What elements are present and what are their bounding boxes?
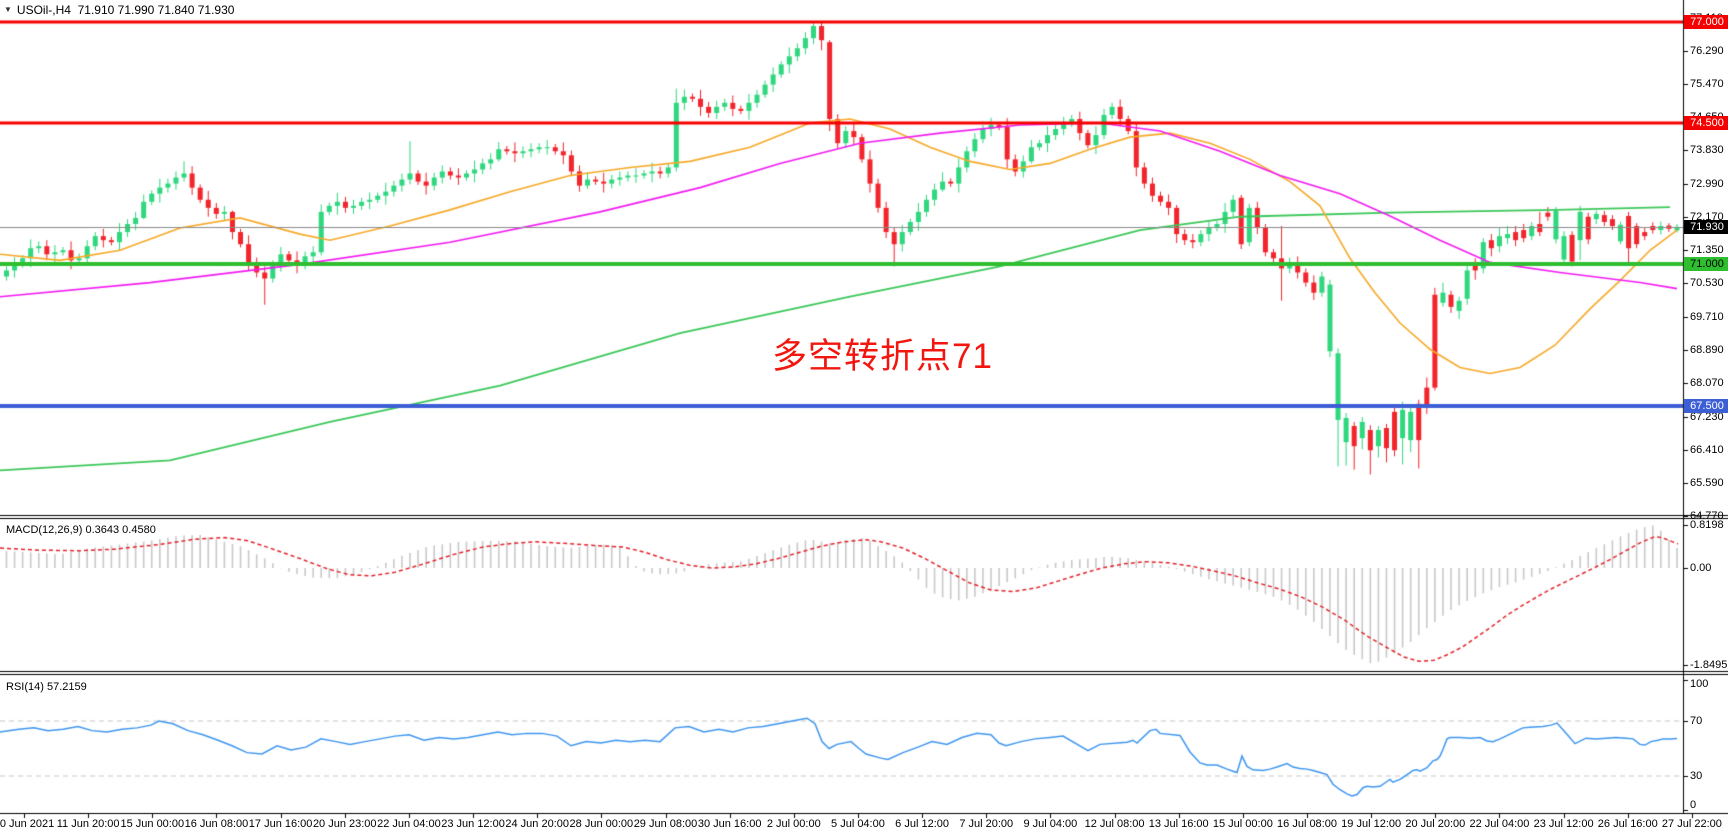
chart-canvas[interactable]	[0, 0, 1728, 839]
trading-chart-window: ▼ USOil-,H4 71.910 71.990 71.840 71.930 M…	[0, 0, 1728, 839]
